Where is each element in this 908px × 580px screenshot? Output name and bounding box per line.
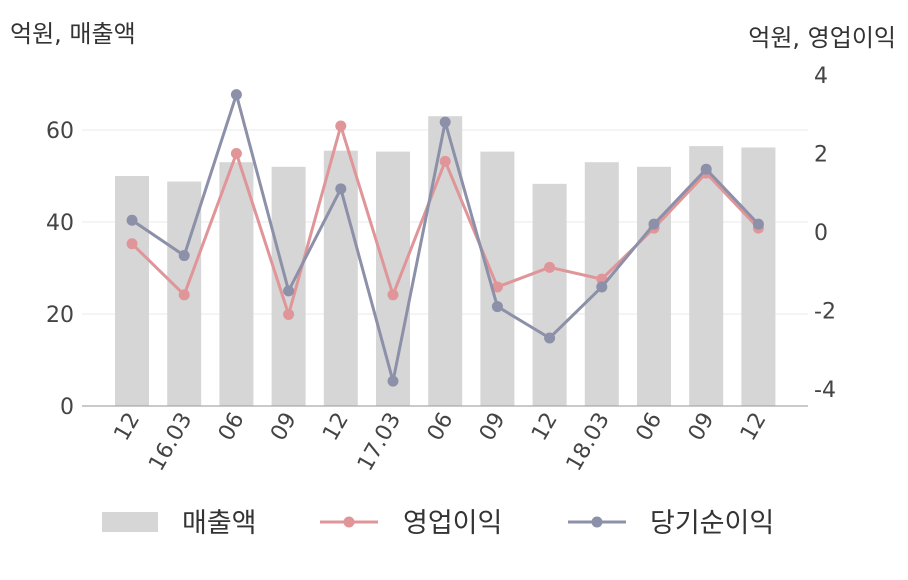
bar-series-sales [115, 116, 776, 407]
legend-swatch-sales [102, 512, 158, 532]
right-tick-label: 2 [814, 143, 828, 168]
data-point [230, 148, 242, 159]
legend-swatch-net-marker [591, 516, 603, 528]
x-tick-label: 17.03 [353, 409, 406, 476]
bar [376, 151, 410, 406]
right-tick-label: 4 [814, 64, 828, 89]
legend-label-sales: 매출액 [182, 508, 257, 539]
bar [532, 183, 567, 406]
data-point [126, 238, 138, 250]
x-tick-label: 18.03 [562, 409, 615, 476]
x-tick-label: 09 [266, 409, 302, 446]
data-point [648, 218, 660, 230]
data-point [752, 218, 764, 230]
data-point [230, 89, 242, 101]
bar [480, 151, 515, 406]
right-axis-ticks: -4 -2 0 2 4 [814, 64, 836, 403]
x-tick-label: 09 [475, 409, 511, 446]
right-tick-label: -2 [814, 300, 836, 325]
legend-swatch-op-marker [343, 516, 355, 528]
bar [115, 176, 149, 406]
data-point [544, 261, 556, 273]
data-point [544, 332, 556, 344]
data-point [335, 120, 347, 132]
data-point [439, 155, 451, 167]
x-axis-ticks: 12 16.03 06 09 12 17.03 06 09 12 18.03 06 09 12 [110, 409, 772, 476]
bar [741, 147, 776, 407]
x-tick-label: 12 [110, 409, 146, 446]
data-point [491, 281, 503, 293]
data-point [283, 308, 295, 320]
left-tick-label: 60 [46, 119, 74, 144]
legend-label-net-profit: 당기순이익 [650, 508, 774, 539]
bar [689, 146, 724, 406]
left-tick-label: 0 [60, 395, 74, 420]
data-point [178, 250, 190, 262]
data-point [335, 183, 347, 195]
legend-label-operating-profit: 영업이익 [403, 508, 502, 539]
x-tick-label: 09 [684, 409, 720, 446]
x-tick-label: 06 [423, 409, 459, 446]
data-point [700, 163, 712, 175]
legend: 매출액 영업이익 당기순이익 [102, 508, 774, 539]
x-tick-label: 12 [736, 409, 772, 446]
line-series-net-profit [126, 89, 764, 387]
data-point [439, 116, 451, 128]
x-tick-label: 06 [632, 409, 668, 446]
right-tick-label: 0 [814, 221, 828, 246]
x-tick-label: 06 [214, 409, 250, 446]
left-axis-label: 억원, 매출액 [10, 20, 136, 48]
left-tick-label: 20 [46, 303, 74, 328]
bar [219, 162, 254, 406]
x-tick-label: 16.03 [144, 409, 197, 476]
data-point [178, 289, 190, 301]
right-tick-label: -4 [814, 378, 836, 403]
data-point [596, 281, 608, 293]
data-point [387, 289, 399, 301]
bar [637, 166, 671, 406]
left-axis-ticks: 0 20 40 60 [46, 119, 74, 420]
left-tick-label: 40 [46, 211, 74, 236]
right-axis-label: 억원, 영업이익 [748, 24, 896, 52]
x-tick-label: 12 [318, 409, 354, 446]
x-tick-label: 12 [527, 409, 563, 446]
data-point [283, 285, 295, 297]
data-point [126, 214, 138, 226]
data-point [491, 301, 503, 313]
data-point [387, 375, 399, 387]
